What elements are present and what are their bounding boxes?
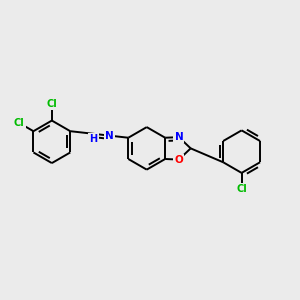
Text: O: O <box>175 154 183 165</box>
Text: Cl: Cl <box>14 118 25 128</box>
Text: N: N <box>175 132 183 142</box>
Text: N: N <box>105 130 114 141</box>
Text: H: H <box>89 134 98 144</box>
Text: Cl: Cl <box>46 99 57 109</box>
Text: Cl: Cl <box>236 184 247 194</box>
